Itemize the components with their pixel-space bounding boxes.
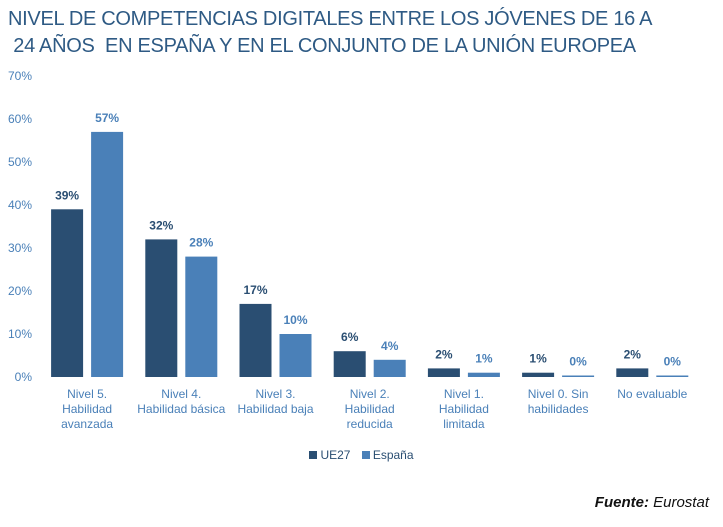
- y-tick-label: 0%: [15, 370, 33, 384]
- y-tick-label: 20%: [8, 284, 32, 298]
- y-tick-label: 30%: [8, 241, 32, 255]
- x-tick-label: No evaluable: [617, 387, 687, 401]
- bar-ue27: [522, 372, 555, 377]
- y-tick-label: 50%: [8, 155, 32, 169]
- data-label-espana: 1%: [475, 352, 493, 366]
- legend-label-espana: España: [372, 448, 414, 462]
- legend-swatch-ue27: [309, 451, 318, 459]
- x-tick-label: Habilidad: [345, 402, 395, 416]
- data-label-ue27: 39%: [55, 188, 79, 202]
- legend-swatch-espana: [361, 451, 370, 459]
- bar-espana: [185, 256, 218, 377]
- x-tick-label: Nivel 4.: [161, 387, 201, 401]
- x-tick-label: Nivel 0. Sin: [528, 387, 589, 401]
- data-label-ue27: 17%: [243, 283, 267, 297]
- bar-espana: [467, 372, 500, 377]
- bar-espana: [562, 375, 595, 377]
- x-tick-label: Nivel 5.: [67, 387, 107, 401]
- legend-item-ue27: UE27: [309, 448, 350, 462]
- legend-label-ue27: UE27: [320, 448, 351, 462]
- bar-chart: 0%10%20%30%40%50%60%70%39%57%Nivel 5.Hab…: [8, 69, 689, 431]
- y-tick-label: 10%: [8, 327, 32, 341]
- bar-ue27: [333, 351, 366, 377]
- chart-title: NIVEL DE COMPETENCIAS DIGITALES ENTRE LO…: [8, 6, 708, 60]
- legend: UE27 España: [0, 448, 723, 462]
- x-tick-label: reducida: [347, 417, 393, 431]
- bar-espana: [656, 375, 689, 377]
- data-label-ue27: 2%: [435, 347, 453, 361]
- data-label-espana: 4%: [381, 339, 399, 353]
- source-note: Fuente: Eurostat: [595, 494, 709, 511]
- bar-ue27: [616, 368, 649, 377]
- x-tick-label: Nivel 1.: [444, 387, 484, 401]
- chart-title-line-1: NIVEL DE COMPETENCIAS DIGITALES ENTRE LO…: [8, 8, 653, 30]
- data-label-espana: 28%: [189, 236, 213, 250]
- x-tick-label: avanzada: [61, 417, 113, 431]
- y-tick-label: 60%: [8, 112, 32, 126]
- legend-item-espana: España: [361, 448, 414, 462]
- y-tick-label: 40%: [8, 198, 32, 212]
- data-label-ue27: 6%: [341, 330, 359, 344]
- x-tick-label: habilidades: [528, 402, 589, 416]
- data-label-ue27: 2%: [624, 347, 642, 361]
- x-tick-label: limitada: [443, 417, 485, 431]
- bar-ue27: [239, 303, 272, 377]
- y-tick-label: 70%: [8, 69, 32, 83]
- bar-ue27: [51, 209, 84, 377]
- bar-espana: [373, 359, 406, 377]
- x-tick-label: Nivel 2.: [350, 387, 390, 401]
- bar-ue27: [427, 368, 460, 377]
- chart-title-line-2: 24 AÑOS EN ESPAÑA Y EN EL CONJUNTO DE LA…: [8, 35, 636, 57]
- data-label-espana: 0%: [569, 355, 587, 369]
- x-tick-label: Habilidad: [62, 402, 112, 416]
- x-tick-label: Habilidad: [439, 402, 489, 416]
- bar-ue27: [145, 239, 178, 377]
- data-label-ue27: 32%: [149, 218, 173, 232]
- source-value: Eurostat: [653, 494, 709, 511]
- source-label: Fuente:: [594, 494, 649, 511]
- data-label-espana: 0%: [664, 355, 682, 369]
- x-tick-label: Habilidad básica: [137, 402, 225, 416]
- x-tick-label: Nivel 3.: [255, 387, 295, 401]
- bar-espana: [279, 334, 312, 377]
- data-label-ue27: 1%: [529, 352, 547, 366]
- data-label-espana: 10%: [283, 313, 307, 327]
- bar-espana: [91, 131, 124, 377]
- data-label-espana: 57%: [95, 111, 119, 125]
- x-tick-label: Habilidad baja: [237, 402, 313, 416]
